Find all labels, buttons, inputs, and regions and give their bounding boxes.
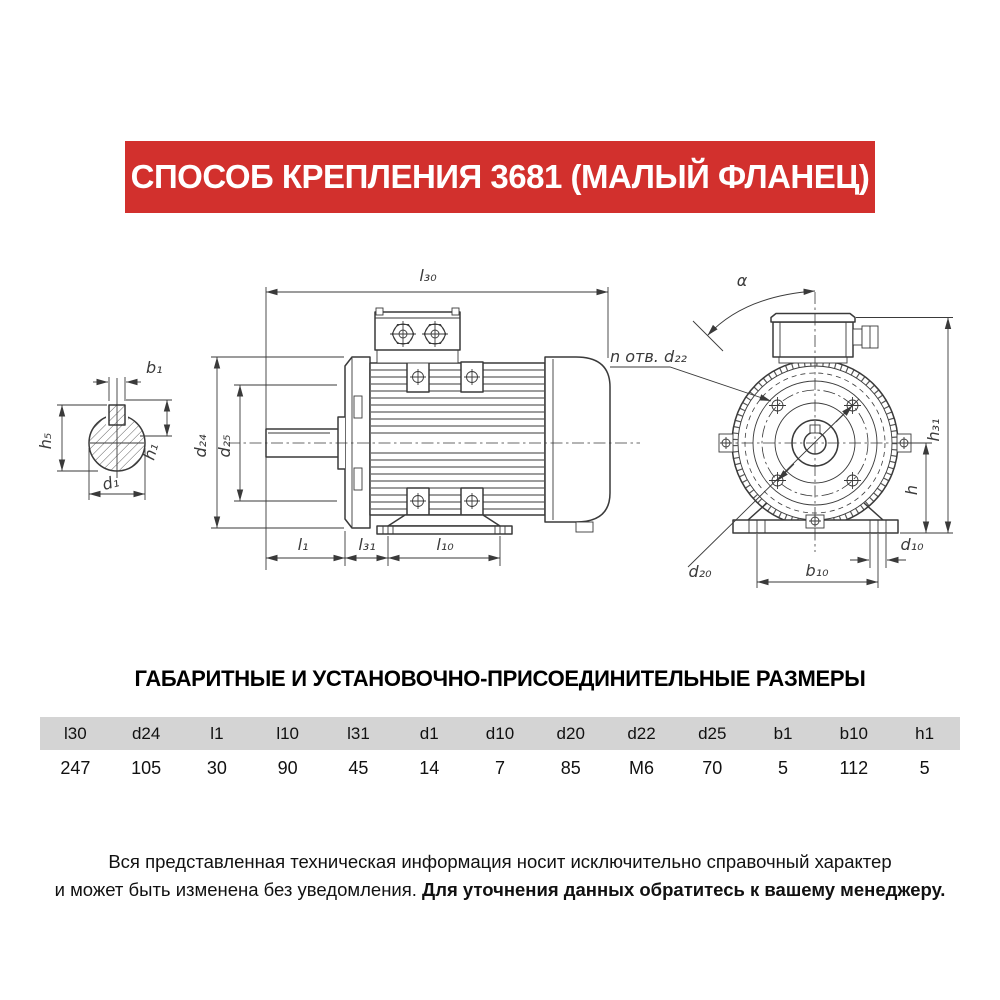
col-header: d10 xyxy=(464,717,536,750)
col-header: d20 xyxy=(535,717,607,750)
col-header: d25 xyxy=(676,717,748,750)
dim-value: 112 xyxy=(818,750,890,787)
dim-label-h1: h₁ xyxy=(139,441,162,462)
dim-value: 105 xyxy=(110,750,182,787)
dim-value: 7 xyxy=(464,750,536,787)
disclaimer-line2: и может быть изменена без уведомления. xyxy=(54,879,423,900)
col-header: d1 xyxy=(393,717,465,750)
dim-label-d10: d₁₀ xyxy=(901,535,925,554)
dim-label-d25: d₂₅ xyxy=(215,435,234,458)
col-header: d24 xyxy=(110,717,182,750)
dim-value: 85 xyxy=(535,750,607,787)
dim-value: 45 xyxy=(323,750,394,787)
dim-label-d1: d₁ xyxy=(100,471,121,494)
dim-label-l30: l₃₀ xyxy=(419,266,437,285)
dim-label-h: h xyxy=(902,485,921,495)
dim-value: 5 xyxy=(747,750,819,787)
dim-value: 90 xyxy=(252,750,324,787)
motor-front-view: α n отв. d₂₂ d₂₀ h₃₁ h d₁₀ xyxy=(610,271,953,588)
dim-label-d20: d₂₀ xyxy=(689,562,713,581)
dim-label-alpha: α xyxy=(737,271,748,290)
disclaimer-text: Вся представленная техническая информаци… xyxy=(50,848,950,904)
disclaimer-line1: Вся представленная техническая информаци… xyxy=(108,851,892,872)
motor-side-view: l₃₀ d₂₄ d₂₅ l₁ l₃₁ l₁₀ xyxy=(191,266,640,570)
col-header: l1 xyxy=(181,717,253,750)
col-header: l30 xyxy=(40,717,111,750)
technical-drawing: b₁ h₅ h₁ d₁ xyxy=(36,266,953,588)
dimensions-table-value-row: 247 105 30 90 45 14 7 85 M6 70 5 112 5 xyxy=(40,750,960,787)
dim-value: 30 xyxy=(181,750,253,787)
dim-value: 14 xyxy=(393,750,465,787)
dim-value: 70 xyxy=(676,750,748,787)
dim-label-b1: b₁ xyxy=(146,358,163,377)
dimensions-table: l30 d24 l1 l10 l31 d1 d10 d20 d22 d25 b1… xyxy=(40,717,960,787)
dim-value: 247 xyxy=(40,750,111,787)
page-title-banner: СПОСОБ КРЕПЛЕНИЯ 3681 (МАЛЫЙ ФЛАНЕЦ) xyxy=(125,141,875,213)
dim-label-l1: l₁ xyxy=(298,535,309,554)
col-header: l10 xyxy=(252,717,324,750)
dimensions-table-header-row: l30 d24 l1 l10 l31 d1 d10 d20 d22 d25 b1… xyxy=(40,717,960,750)
dim-label-l10: l₁₀ xyxy=(436,535,454,554)
col-header: b1 xyxy=(747,717,819,750)
dim-value: M6 xyxy=(606,750,677,787)
dim-label-h5: h₅ xyxy=(36,433,55,450)
dim-label-b10: b₁₀ xyxy=(806,561,830,580)
dim-label-n-otv-d22: n отв. d₂₂ xyxy=(610,347,688,366)
col-header: d22 xyxy=(606,717,677,750)
dim-label-l31: l₃₁ xyxy=(358,535,375,554)
dim-label-d24: d₂₄ xyxy=(191,434,210,458)
col-header: l31 xyxy=(323,717,394,750)
col-header: b10 xyxy=(818,717,890,750)
disclaimer-bold: Для уточнения данных обратитесь к вашему… xyxy=(422,879,946,900)
shaft-section-view: b₁ h₅ h₁ d₁ xyxy=(36,358,172,500)
dim-value: 5 xyxy=(889,750,960,787)
page-title: СПОСОБ КРЕПЛЕНИЯ 3681 (МАЛЫЙ ФЛАНЕЦ) xyxy=(130,158,870,195)
dimensions-table-title: ГАБАРИТНЫЕ И УСТАНОВОЧНО-ПРИСОЕДИНИТЕЛЬН… xyxy=(134,666,866,691)
dim-label-h31: h₃₁ xyxy=(924,419,943,442)
col-header: h1 xyxy=(889,717,960,750)
